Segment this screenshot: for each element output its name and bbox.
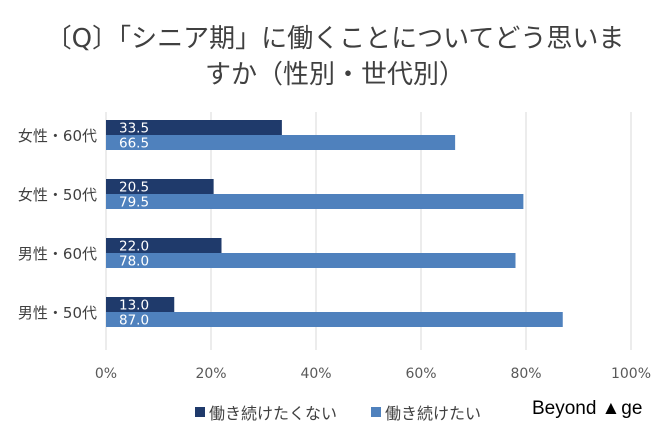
legend-swatch-not-continue <box>195 407 205 417</box>
brand-triangle-icon: ▲ <box>601 398 621 419</box>
bar <box>106 194 524 209</box>
x-tick-label: 60% <box>405 366 436 382</box>
brand-text-before: Beyond <box>532 398 597 419</box>
bar <box>106 238 222 253</box>
legend-label-not-continue: 働き続けたくない <box>209 404 338 423</box>
x-tick-label: 40% <box>300 366 331 382</box>
bar <box>106 312 563 327</box>
brand-logo: Beyond ▲ ge <box>532 398 642 420</box>
bar <box>106 179 214 194</box>
legend-swatch-continue <box>371 407 382 417</box>
chart-title-line-1: 〔Q〕「シニア期」に働くことについてどう思いま <box>45 24 625 54</box>
bar <box>106 297 175 312</box>
data-label: 33.5 <box>119 121 149 137</box>
bar <box>106 135 456 150</box>
y-category-label: 男性・50代 <box>18 304 97 322</box>
legend-item-continue: 働き続けたい <box>371 400 481 424</box>
x-tick-label: 20% <box>195 366 226 382</box>
y-category-label: 女性・50代 <box>18 186 97 204</box>
data-label: 13.0 <box>119 298 149 314</box>
y-category-label: 男性・60代 <box>18 245 97 263</box>
data-label: 66.5 <box>119 136 149 152</box>
data-label: 78.0 <box>119 254 149 270</box>
bar <box>106 120 282 135</box>
brand-text-after: ge <box>621 398 643 419</box>
data-label: 20.5 <box>119 180 149 196</box>
bar <box>106 253 516 268</box>
y-category-label: 女性・60代 <box>18 127 97 145</box>
legend: 働き続けたくない 働き続けたい <box>195 400 481 424</box>
data-label: 79.5 <box>119 195 149 211</box>
legend-item-not-continue: 働き続けたくない <box>195 400 337 424</box>
legend-label-continue: 働き続けたい <box>385 404 482 423</box>
data-label: 87.0 <box>119 313 149 329</box>
x-tick-label: 80% <box>510 366 541 382</box>
x-tick-label: 100% <box>611 366 651 382</box>
data-label: 22.0 <box>119 239 149 255</box>
chart-title-line-2: すか（性別・世代別） <box>204 60 465 90</box>
x-tick-label: 0% <box>95 366 117 382</box>
